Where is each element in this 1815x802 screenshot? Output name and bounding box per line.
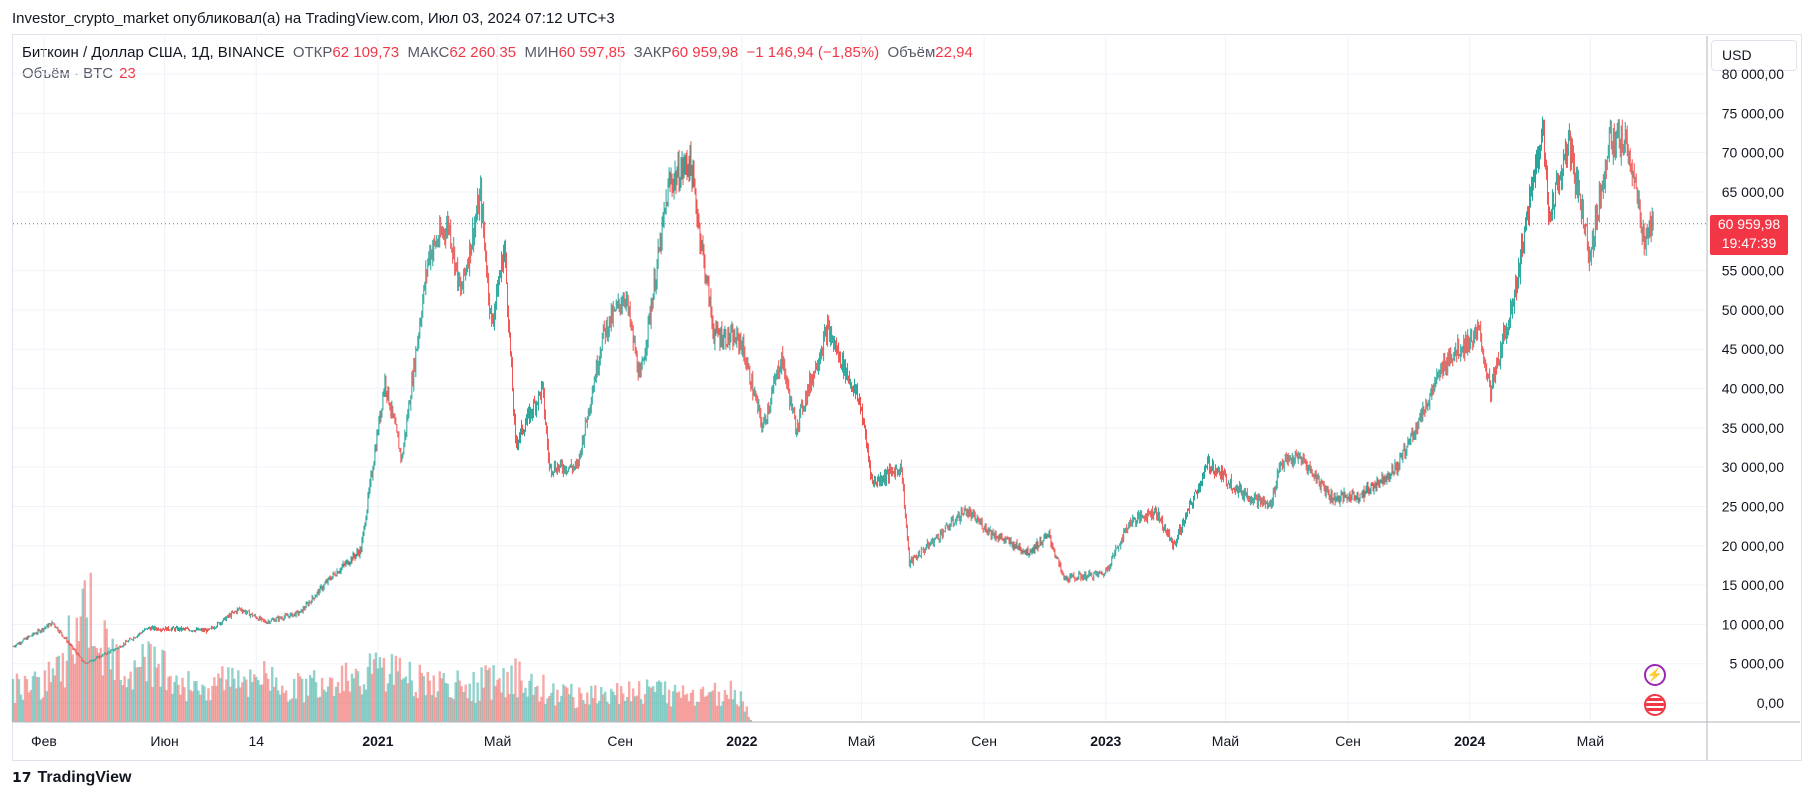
bar-countdown: 19:47:39 xyxy=(1721,235,1777,251)
high-value: 62 260,35 xyxy=(449,44,517,61)
close-value: 60 959,98 xyxy=(671,44,739,61)
ohlc-legend: Биткоин / Доллар США, 1Д, BINANCE ОТКР62… xyxy=(22,44,973,61)
open-value: 62 109,73 xyxy=(332,44,400,61)
low-label: МИН xyxy=(524,44,559,61)
volume-indicator-label: Объём · BTC xyxy=(22,65,114,82)
tradingview-logo-icon: 𝟭𝟳 xyxy=(12,769,32,785)
change-value: −1 146,94 (−1,85%) xyxy=(746,44,880,61)
symbol-label[interactable]: Биткоин / Доллар США, 1Д, BINANCE xyxy=(22,44,285,61)
volume-indicator-legend[interactable]: Объём · BTC 23 xyxy=(22,65,136,82)
low-value: 60 597,85 xyxy=(558,44,626,61)
tradingview-brand: 𝟭𝟳 TradingView xyxy=(12,769,131,787)
chart-frame xyxy=(12,34,1802,761)
last-price-value: 60 959,98 xyxy=(1717,216,1781,232)
volume-value: 22,94 xyxy=(935,44,973,61)
lightning-icon[interactable]: ⚡ xyxy=(1644,664,1666,686)
currency-button[interactable]: USD xyxy=(1711,40,1797,71)
volume-indicator-value: 23 xyxy=(119,65,136,82)
attribution-text: Investor_crypto_market опубликовал(а) на… xyxy=(12,10,615,27)
last-price-badge: 60 959,98 19:47:39 xyxy=(1710,215,1788,255)
close-label: ЗАКР xyxy=(633,44,672,61)
brand-name: TradingView xyxy=(37,769,132,786)
open-label: ОТКР xyxy=(292,44,333,61)
high-label: МАКС xyxy=(407,44,450,61)
us-flag-icon[interactable] xyxy=(1644,694,1666,716)
volume-label: Объём xyxy=(887,44,936,61)
